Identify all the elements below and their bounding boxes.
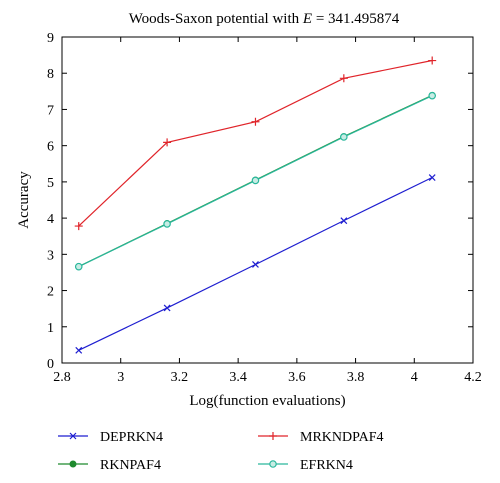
series-deprkn4 [75, 174, 436, 354]
legend-marker-mrkndpaf4 [269, 432, 277, 440]
data-point-efrkn4 [251, 176, 260, 185]
legend: DEPRKN4 MRKNDPAF4 RKNPAF4 EFRKN4 [58, 430, 384, 473]
data-point-deprkn4 [428, 174, 436, 181]
y-tick-label: 1 [47, 321, 54, 336]
legend-marker-deprkn4 [69, 432, 77, 440]
data-point-mrkndpaf4 [428, 56, 437, 65]
series-mrkndpaf4 [74, 56, 437, 231]
data-point-deprkn4 [252, 261, 259, 268]
y-axis-label: Accuracy [16, 171, 32, 229]
data-point-mrkndpaf4 [251, 117, 260, 126]
x-tick-label: 3.2 [171, 370, 189, 385]
x-tick-label: 4.2 [464, 370, 482, 385]
y-tick-label: 9 [47, 31, 54, 46]
data-point-efrkn4 [163, 220, 171, 228]
legend-label-deprkn4: DEPRKN4 [100, 430, 163, 445]
data-point-efrkn4 [74, 262, 83, 271]
y-tick-label: 5 [47, 176, 54, 191]
data-point-mrkndpaf4 [339, 74, 348, 83]
series-layer [74, 56, 437, 354]
x-tick-label: 4 [411, 370, 418, 385]
x-axis-label: Log(function evaluations) [189, 393, 345, 409]
y-tick-label: 6 [47, 140, 54, 155]
data-point-mrkndpaf4 [163, 138, 172, 147]
data-point-deprkn4 [340, 217, 348, 225]
legend-label-rknpaf4: RKNPAF4 [100, 458, 161, 473]
y-tick-label: 2 [47, 285, 54, 300]
legend-item-mrkndpaf4: MRKNDPAF4 [258, 430, 384, 445]
legend-item-efrkn4: EFRKN4 [258, 458, 353, 473]
y-tick-label: 0 [47, 357, 54, 372]
chart-title: Woods-Saxon potential with E = 341.49587… [129, 11, 400, 27]
legend-marker-rknpaf4 [69, 460, 77, 468]
data-point-efrkn4 [428, 91, 436, 100]
x-tick-label: 3.6 [288, 370, 306, 385]
data-point-deprkn4 [75, 346, 83, 354]
series-line-mrkndpaf4 [78, 59, 433, 227]
legend-marker-efrkn4 [269, 460, 277, 468]
series-efrkn4 [74, 91, 436, 271]
y-tick-label: 4 [47, 212, 54, 227]
axis-ticks: 2.8 3 3.2 3.4 3.6 3.8 4 4.2 0 1 2 3 4 5 6 7 8 9 [47, 31, 482, 385]
legend-label-mrkndpaf4: MRKNDPAF4 [300, 430, 384, 445]
x-tick-label: 3 [117, 370, 124, 385]
data-point-efrkn4 [340, 133, 348, 141]
legend-item-rknpaf4: RKNPAF4 [58, 458, 161, 473]
plot-frame [61, 36, 474, 364]
legend-item-deprkn4: DEPRKN4 [58, 430, 163, 445]
y-tick-label: 3 [47, 248, 54, 263]
x-tick-label: 2.8 [53, 370, 71, 385]
legend-label-efrkn4: EFRKN4 [300, 458, 353, 473]
data-point-deprkn4 [163, 304, 171, 312]
y-tick-label: 8 [47, 67, 54, 82]
x-tick-label: 3.4 [229, 370, 247, 385]
y-tick-label: 7 [47, 103, 54, 118]
x-tick-label: 3.8 [347, 370, 365, 385]
data-point-mrkndpaf4 [74, 222, 83, 231]
